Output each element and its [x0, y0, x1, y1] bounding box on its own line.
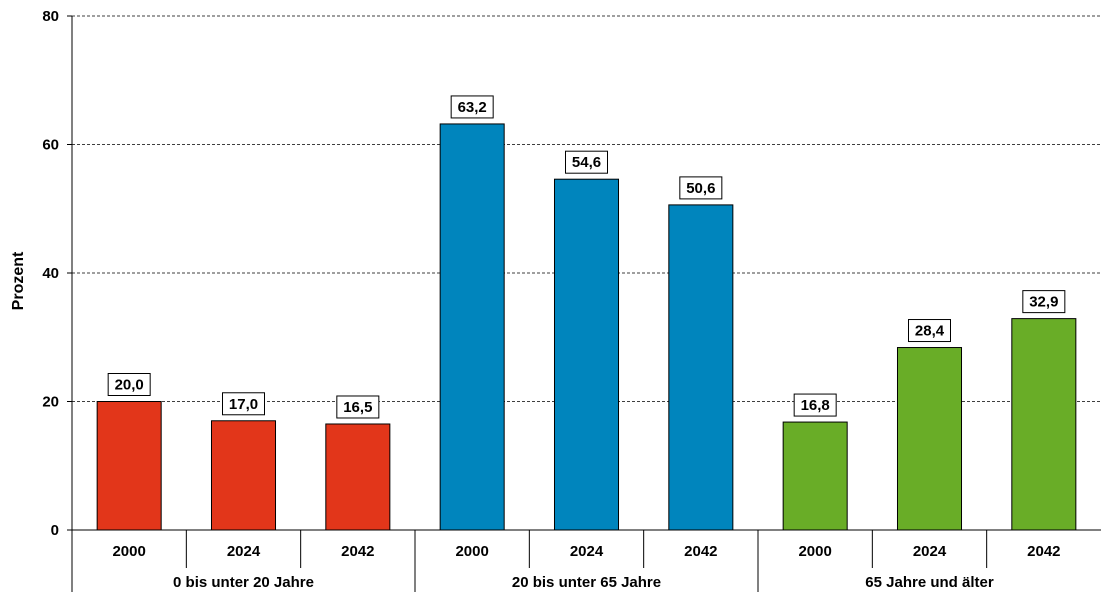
category-label: 2042: [684, 543, 717, 560]
y-tick-label: 0: [51, 522, 59, 539]
data-label-box: [450, 95, 494, 119]
data-label: 54,6: [572, 154, 601, 171]
y-tick-label: 60: [42, 137, 59, 154]
category-label: 2042: [1027, 543, 1060, 560]
y-tick-label: 20: [42, 394, 59, 411]
category-label: 2042: [341, 543, 374, 560]
bar: [553, 178, 620, 531]
bar: [96, 401, 162, 531]
bar: [210, 420, 277, 531]
data-label-box: [908, 319, 951, 343]
bar: [782, 421, 848, 531]
data-label-box: [679, 176, 723, 200]
data-label: 16,5: [343, 399, 372, 416]
group-label: 20 bis unter 65 Jahre: [512, 574, 661, 591]
data-label: 28,4: [915, 323, 945, 340]
bar: [325, 423, 391, 531]
data-label-box: [793, 393, 837, 417]
bar: [439, 123, 505, 531]
y-tick-label: 80: [42, 8, 59, 25]
data-label-box: [107, 373, 151, 396]
group-label: 0 bis unter 20 Jahre: [173, 574, 314, 591]
bar: [896, 347, 963, 531]
category-label: 2024: [570, 543, 604, 560]
data-label-box: [222, 392, 265, 416]
group-label: 65 Jahre und älter: [865, 574, 994, 591]
y-axis-title: Prozent: [10, 251, 27, 310]
data-label: 16,8: [801, 397, 830, 414]
category-label: 2024: [227, 543, 261, 560]
data-label-box: [336, 395, 380, 419]
category-label: 2000: [112, 543, 145, 560]
data-label-box: [565, 150, 608, 174]
data-label: 50,6: [686, 180, 715, 197]
category-label: 2000: [455, 543, 488, 560]
category-label: 2000: [798, 543, 831, 560]
data-label: 32,9: [1029, 294, 1058, 311]
category-label: 2024: [913, 543, 947, 560]
data-label: 17,0: [229, 396, 258, 413]
data-label: 63,2: [458, 99, 487, 116]
y-tick-label: 40: [42, 265, 59, 282]
bar: [1011, 318, 1077, 531]
data-label-box: [1022, 290, 1066, 314]
data-label: 20,0: [115, 377, 144, 394]
bar: [668, 204, 734, 531]
